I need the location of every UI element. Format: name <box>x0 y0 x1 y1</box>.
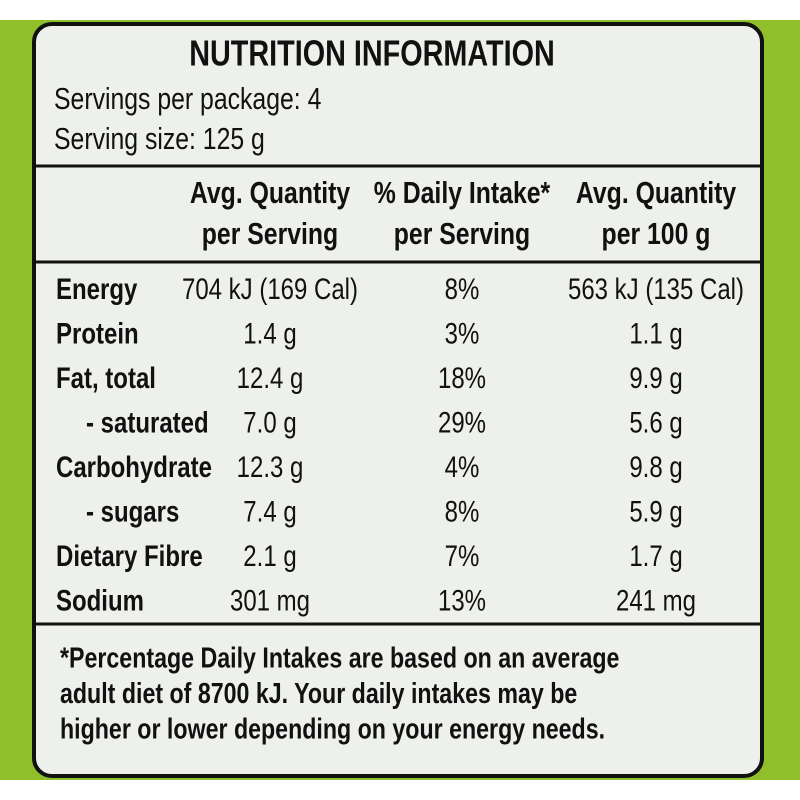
cell: 4% <box>445 449 480 483</box>
cell: 9.9 g <box>629 360 682 394</box>
footnote: *Percentage Daily Intakes are based on a… <box>60 641 619 745</box>
cell: 18% <box>438 360 486 394</box>
cell: 1.1 g <box>629 316 682 350</box>
cell: 5.9 g <box>629 494 682 528</box>
serving-size: Serving size: 125 g <box>54 122 265 156</box>
cell: 2.1 g <box>243 538 296 572</box>
row-label: Carbohydrate <box>56 449 212 483</box>
column-header: per Serving <box>202 217 338 251</box>
bottom-margin <box>0 780 800 800</box>
row-label: Dietary Fibre <box>56 538 203 572</box>
row-label: - sugars <box>86 494 179 528</box>
cell: 301 mg <box>230 583 310 617</box>
column-header: per Serving <box>394 217 530 251</box>
column-header: Avg. Quantity <box>576 176 737 210</box>
top-margin <box>0 0 800 20</box>
cell: 5.6 g <box>629 405 682 439</box>
cell: 704 kJ (169 Cal) <box>182 271 358 305</box>
footnote-line: higher or lower depending on your energy… <box>60 712 605 745</box>
row-label: Protein <box>56 316 139 350</box>
row-label: Energy <box>56 271 137 305</box>
servings: Servings per package: 4 <box>54 82 321 116</box>
title: NUTRITION INFORMATION <box>189 32 555 73</box>
column-header: % Daily Intake* <box>374 176 550 210</box>
cell: 9.8 g <box>629 449 682 483</box>
column-header: Avg. Quantity <box>190 176 351 210</box>
column-header: per 100 g <box>602 217 711 251</box>
footnote-line: *Percentage Daily Intakes are based on a… <box>60 641 619 674</box>
cell: 1.4 g <box>243 316 296 350</box>
row-label: Fat, total <box>56 360 156 394</box>
table: Avg. Quantity per Serving % Daily Intake* p… <box>56 176 744 617</box>
cell: 29% <box>438 405 486 439</box>
cell: 563 kJ (135 Cal) <box>568 271 744 305</box>
cell: 7.4 g <box>243 494 296 528</box>
cell: 7% <box>445 538 480 572</box>
cell: 241 mg <box>616 583 696 617</box>
cell: 1.7 g <box>629 538 682 572</box>
cell: 13% <box>438 583 486 617</box>
cell: 12.3 g <box>237 449 304 483</box>
panel <box>32 22 764 778</box>
cell: 8% <box>445 271 480 305</box>
cell: 8% <box>445 494 480 528</box>
footnote-line: adult diet of 8700 kJ. Your daily intake… <box>60 677 577 710</box>
row-label: - saturated <box>86 405 209 439</box>
cell: 7.0 g <box>243 405 296 439</box>
cell: 3% <box>445 316 480 350</box>
cell: 12.4 g <box>237 360 304 394</box>
row-label: Sodium <box>56 583 144 617</box>
